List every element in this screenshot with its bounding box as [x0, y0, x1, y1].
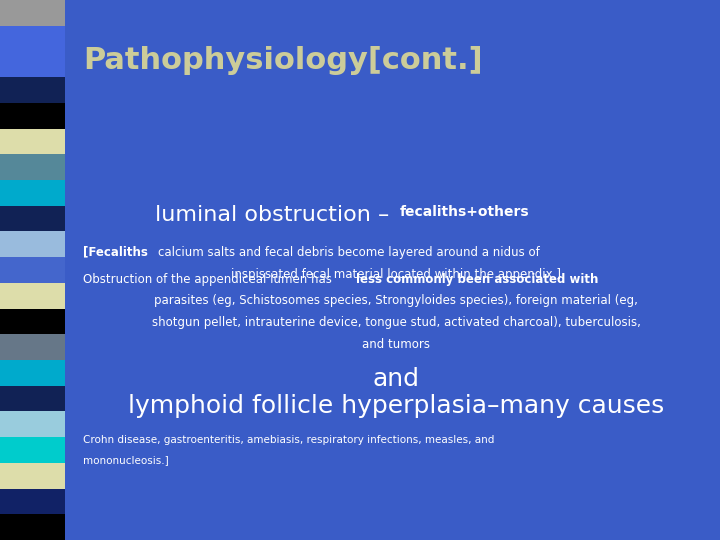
- Text: mononucleosis.]: mononucleosis.]: [83, 455, 168, 465]
- Bar: [0, 180, 65, 206]
- Text: parasites (eg, Schistosomes species, Strongyloides species), foreign material (e: parasites (eg, Schistosomes species, Str…: [154, 294, 638, 307]
- Bar: [0, 257, 65, 283]
- Text: fecaliths+others: fecaliths+others: [400, 205, 529, 219]
- Text: and: and: [372, 367, 420, 391]
- Bar: [0, 206, 65, 232]
- Text: calcium salts and fecal debris become layered around a nidus of: calcium salts and fecal debris become la…: [158, 246, 540, 259]
- Text: and tumors: and tumors: [362, 338, 430, 350]
- Text: lymphoid follicle hyperplasia–many causes: lymphoid follicle hyperplasia–many cause…: [128, 394, 664, 418]
- Bar: [0, 463, 65, 489]
- Text: Pathophysiology[cont.]: Pathophysiology[cont.]: [83, 46, 482, 75]
- Bar: [0, 514, 65, 540]
- Bar: [0, 411, 65, 437]
- Text: inspissated fecal material located within the appendix ]: inspissated fecal material located withi…: [231, 268, 561, 281]
- Bar: [0, 103, 65, 129]
- Bar: [0, 437, 65, 463]
- Text: [Fecaliths: [Fecaliths: [83, 246, 148, 259]
- Bar: [0, 386, 65, 411]
- Text: Obstruction of the appendiceal lumen has: Obstruction of the appendiceal lumen has: [83, 273, 336, 286]
- Text: shotgun pellet, intrauterine device, tongue stud, activated charcoal), tuberculo: shotgun pellet, intrauterine device, ton…: [152, 316, 640, 329]
- Text: less commonly been associated with: less commonly been associated with: [356, 273, 599, 286]
- Bar: [0, 489, 65, 514]
- Bar: [0, 0, 65, 26]
- Bar: [0, 129, 65, 154]
- Bar: [0, 334, 65, 360]
- Bar: [0, 51, 65, 77]
- Bar: [0, 308, 65, 334]
- Text: luminal obstruction –: luminal obstruction –: [155, 205, 396, 225]
- Bar: [0, 154, 65, 180]
- Bar: [0, 283, 65, 308]
- Bar: [0, 77, 65, 103]
- Text: Crohn disease, gastroenteritis, amebiasis, respiratory infections, measles, and: Crohn disease, gastroenteritis, amebiasi…: [83, 435, 494, 445]
- Bar: [0, 360, 65, 386]
- Bar: [0, 232, 65, 257]
- Bar: [0, 26, 65, 51]
